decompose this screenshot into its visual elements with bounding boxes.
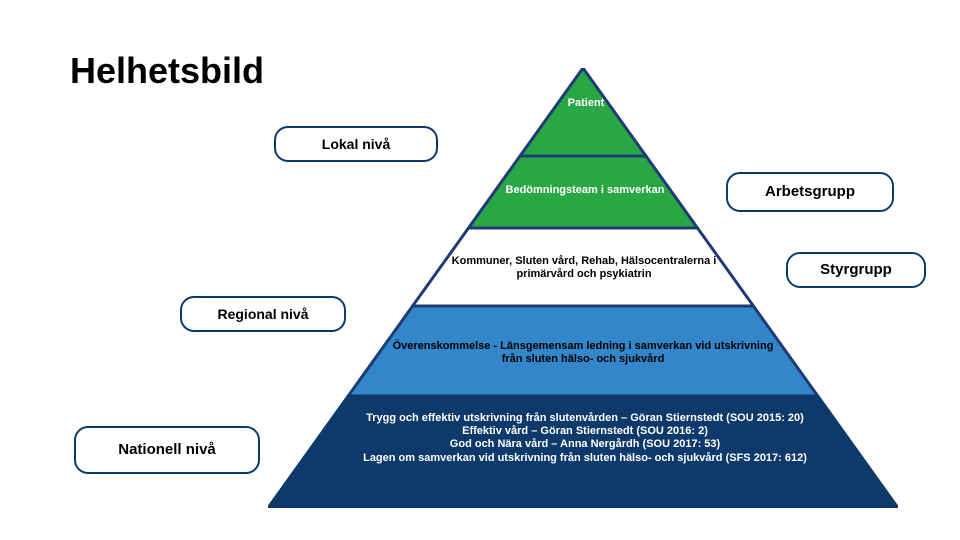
slide: Helhetsbild Patient Bedömningsteam i sam… <box>0 0 960 540</box>
band-text-kommuner: Kommuner, Sluten vård, Rehab, Hälsocentr… <box>410 255 758 281</box>
label-nationell-niva: Nationell nivå <box>74 426 260 474</box>
band-text-trygg: Trygg och effektiv utskrivning från slut… <box>300 412 870 465</box>
page-title: Helhetsbild <box>70 50 264 92</box>
band-text-overens: Överenskommelse - Länsgemensam ledning i… <box>338 340 828 366</box>
label-lokal-niva: Lokal nivå <box>274 126 438 162</box>
band-text-patient: Patient <box>556 97 616 110</box>
label-arbetsgrupp: Arbetsgrupp <box>726 172 894 212</box>
label-styrgrupp: Styrgrupp <box>786 252 926 288</box>
label-regional-niva: Regional nivå <box>180 296 346 332</box>
band-text-bedomning: Bedömningsteam i samverkan <box>470 184 700 197</box>
